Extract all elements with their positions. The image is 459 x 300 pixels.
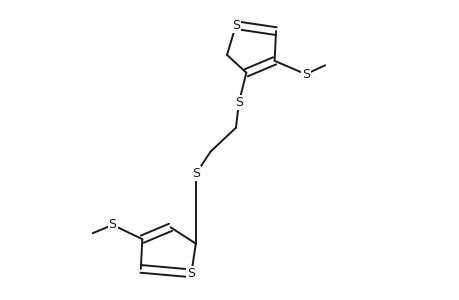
Text: S: S [108, 218, 116, 231]
Text: S: S [191, 167, 199, 180]
Text: S: S [231, 19, 240, 32]
Text: S: S [235, 96, 242, 109]
Text: S: S [187, 267, 195, 280]
Text: S: S [301, 68, 309, 81]
